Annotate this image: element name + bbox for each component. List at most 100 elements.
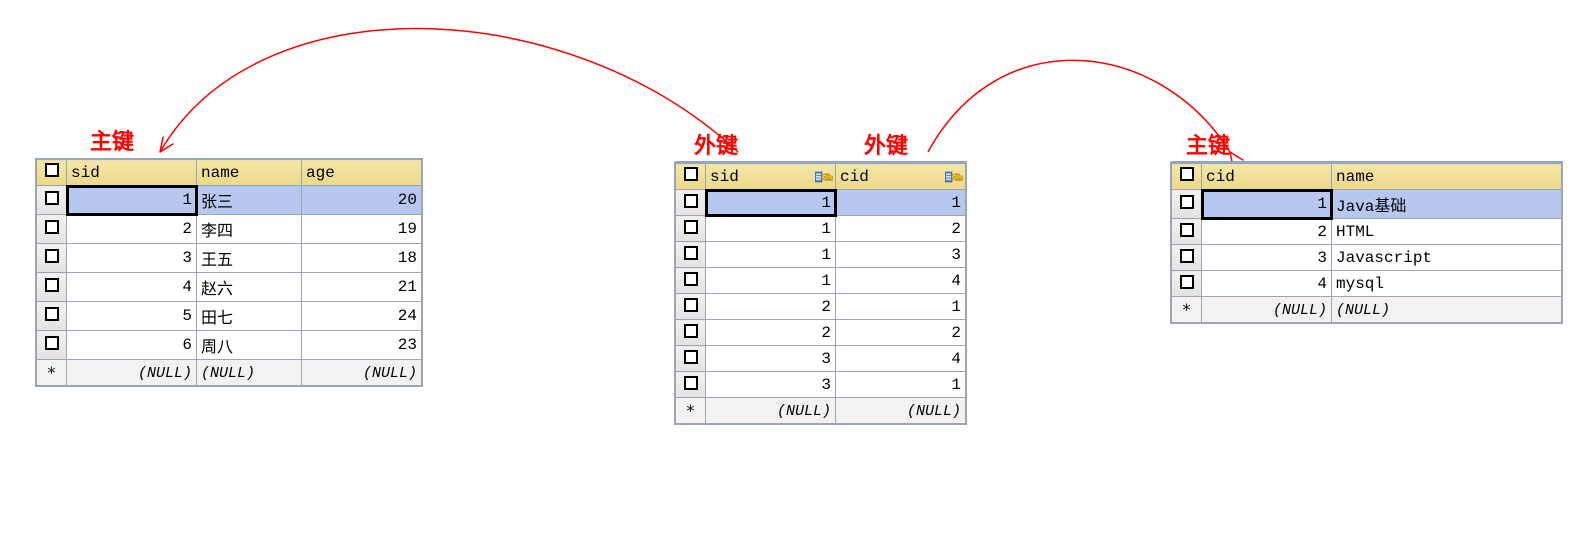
column-header-age[interactable]: age bbox=[302, 160, 422, 186]
cell-name-null[interactable]: (NULL) bbox=[1332, 297, 1562, 323]
cell-age[interactable]: 23 bbox=[302, 331, 422, 360]
cell-name[interactable]: 张三 bbox=[197, 186, 302, 215]
cell-sid[interactable]: 3 bbox=[67, 244, 197, 273]
table-row[interactable]: 6周八23 bbox=[37, 331, 422, 360]
cell-name[interactable]: 李四 bbox=[197, 215, 302, 244]
column-header-name[interactable]: name bbox=[197, 160, 302, 186]
cell-sid[interactable]: 1 bbox=[706, 268, 836, 294]
table-row[interactable]: 1张三20 bbox=[37, 186, 422, 215]
cell-sid[interactable]: 1 bbox=[706, 242, 836, 268]
cell-sid[interactable]: 3 bbox=[706, 372, 836, 398]
checkbox-icon[interactable] bbox=[1180, 195, 1194, 209]
row-checkbox-cell[interactable] bbox=[37, 331, 67, 360]
column-header-name[interactable]: name bbox=[1332, 164, 1562, 190]
cell-age[interactable]: 21 bbox=[302, 273, 422, 302]
table-row[interactable]: 31 bbox=[676, 372, 966, 398]
checkbox-icon[interactable] bbox=[684, 220, 698, 234]
row-checkbox-cell[interactable] bbox=[37, 186, 67, 215]
cell-cid-null[interactable]: (NULL) bbox=[836, 398, 966, 424]
row-checkbox-cell[interactable] bbox=[676, 242, 706, 268]
table-row[interactable]: 14 bbox=[676, 268, 966, 294]
row-checkbox-cell[interactable] bbox=[676, 190, 706, 216]
cell-name[interactable]: 田七 bbox=[197, 302, 302, 331]
cell-name[interactable]: Java基础 bbox=[1332, 190, 1562, 219]
checkbox-icon[interactable] bbox=[45, 249, 59, 263]
row-checkbox-cell[interactable] bbox=[676, 268, 706, 294]
cell-age[interactable]: 20 bbox=[302, 186, 422, 215]
checkbox-icon[interactable] bbox=[684, 324, 698, 338]
cell-name-null[interactable]: (NULL) bbox=[197, 360, 302, 386]
row-checkbox-cell[interactable] bbox=[1172, 219, 1202, 245]
cell-name[interactable]: mysql bbox=[1332, 271, 1562, 297]
cell-sid[interactable]: 6 bbox=[67, 331, 197, 360]
table-null-row[interactable]: *(NULL)(NULL) bbox=[676, 398, 966, 424]
checkbox-icon[interactable] bbox=[45, 220, 59, 234]
table-null-row[interactable]: *(NULL)(NULL) bbox=[1172, 297, 1562, 323]
checkbox-icon[interactable] bbox=[45, 163, 59, 177]
checkbox-icon[interactable] bbox=[684, 350, 698, 364]
column-header-sid[interactable]: sid bbox=[706, 164, 836, 190]
table-row[interactable]: 11 bbox=[676, 190, 966, 216]
cell-cid-null[interactable]: (NULL) bbox=[1202, 297, 1332, 323]
row-checkbox-cell[interactable] bbox=[676, 294, 706, 320]
column-header-cid[interactable]: cid bbox=[1202, 164, 1332, 190]
cell-cid[interactable]: 4 bbox=[836, 268, 966, 294]
table-row[interactable]: 2HTML bbox=[1172, 219, 1562, 245]
checkbox-icon[interactable] bbox=[1180, 249, 1194, 263]
cell-sid[interactable]: 2 bbox=[706, 294, 836, 320]
cell-cid[interactable]: 1 bbox=[836, 372, 966, 398]
cell-age-null[interactable]: (NULL) bbox=[302, 360, 422, 386]
table-row[interactable]: 5田七24 bbox=[37, 302, 422, 331]
checkbox-icon[interactable] bbox=[684, 376, 698, 390]
cell-age[interactable]: 19 bbox=[302, 215, 422, 244]
row-checkbox-cell[interactable] bbox=[37, 215, 67, 244]
checkbox-icon[interactable] bbox=[684, 246, 698, 260]
cell-cid[interactable]: 1 bbox=[1202, 190, 1332, 219]
row-checkbox-cell[interactable] bbox=[676, 346, 706, 372]
table-row[interactable]: 13 bbox=[676, 242, 966, 268]
table-row[interactable]: 34 bbox=[676, 346, 966, 372]
checkbox-icon[interactable] bbox=[1180, 223, 1194, 237]
row-checkbox-cell[interactable] bbox=[676, 216, 706, 242]
cell-sid[interactable]: 1 bbox=[706, 216, 836, 242]
table-null-row[interactable]: *(NULL)(NULL)(NULL) bbox=[37, 360, 422, 386]
cell-cid[interactable]: 2 bbox=[836, 216, 966, 242]
column-header-sid[interactable]: sid bbox=[67, 160, 197, 186]
table-row[interactable]: 3Javascript bbox=[1172, 245, 1562, 271]
row-checkbox-cell[interactable] bbox=[676, 320, 706, 346]
row-checkbox-cell[interactable] bbox=[1172, 245, 1202, 271]
cell-sid-null[interactable]: (NULL) bbox=[706, 398, 836, 424]
table-row[interactable]: 21 bbox=[676, 294, 966, 320]
cell-name[interactable]: 王五 bbox=[197, 244, 302, 273]
checkbox-icon[interactable] bbox=[1180, 275, 1194, 289]
checkbox-icon[interactable] bbox=[45, 336, 59, 350]
cell-age[interactable]: 18 bbox=[302, 244, 422, 273]
cell-cid[interactable]: 2 bbox=[836, 320, 966, 346]
row-checkbox-cell[interactable] bbox=[37, 244, 67, 273]
checkbox-icon[interactable] bbox=[45, 307, 59, 321]
cell-cid[interactable]: 3 bbox=[1202, 245, 1332, 271]
checkbox-icon[interactable] bbox=[45, 278, 59, 292]
checkbox-icon[interactable] bbox=[45, 191, 59, 205]
cell-cid[interactable]: 4 bbox=[836, 346, 966, 372]
cell-sid[interactable]: 3 bbox=[706, 346, 836, 372]
cell-name[interactable]: 赵六 bbox=[197, 273, 302, 302]
checkbox-icon[interactable] bbox=[684, 167, 698, 181]
header-checkbox-cell[interactable] bbox=[1172, 164, 1202, 190]
table-row[interactable]: 2李四19 bbox=[37, 215, 422, 244]
cell-cid[interactable]: 3 bbox=[836, 242, 966, 268]
checkbox-icon[interactable] bbox=[684, 272, 698, 286]
cell-cid[interactable]: 1 bbox=[836, 190, 966, 216]
row-checkbox-cell[interactable] bbox=[1172, 271, 1202, 297]
checkbox-icon[interactable] bbox=[684, 298, 698, 312]
cell-cid[interactable]: 4 bbox=[1202, 271, 1332, 297]
cell-age[interactable]: 24 bbox=[302, 302, 422, 331]
cell-sid[interactable]: 5 bbox=[67, 302, 197, 331]
row-checkbox-cell[interactable] bbox=[37, 273, 67, 302]
checkbox-icon[interactable] bbox=[684, 194, 698, 208]
cell-sid[interactable]: 2 bbox=[706, 320, 836, 346]
checkbox-icon[interactable] bbox=[1180, 167, 1194, 181]
cell-cid[interactable]: 2 bbox=[1202, 219, 1332, 245]
row-checkbox-cell[interactable] bbox=[1172, 190, 1202, 219]
row-checkbox-cell[interactable] bbox=[676, 372, 706, 398]
